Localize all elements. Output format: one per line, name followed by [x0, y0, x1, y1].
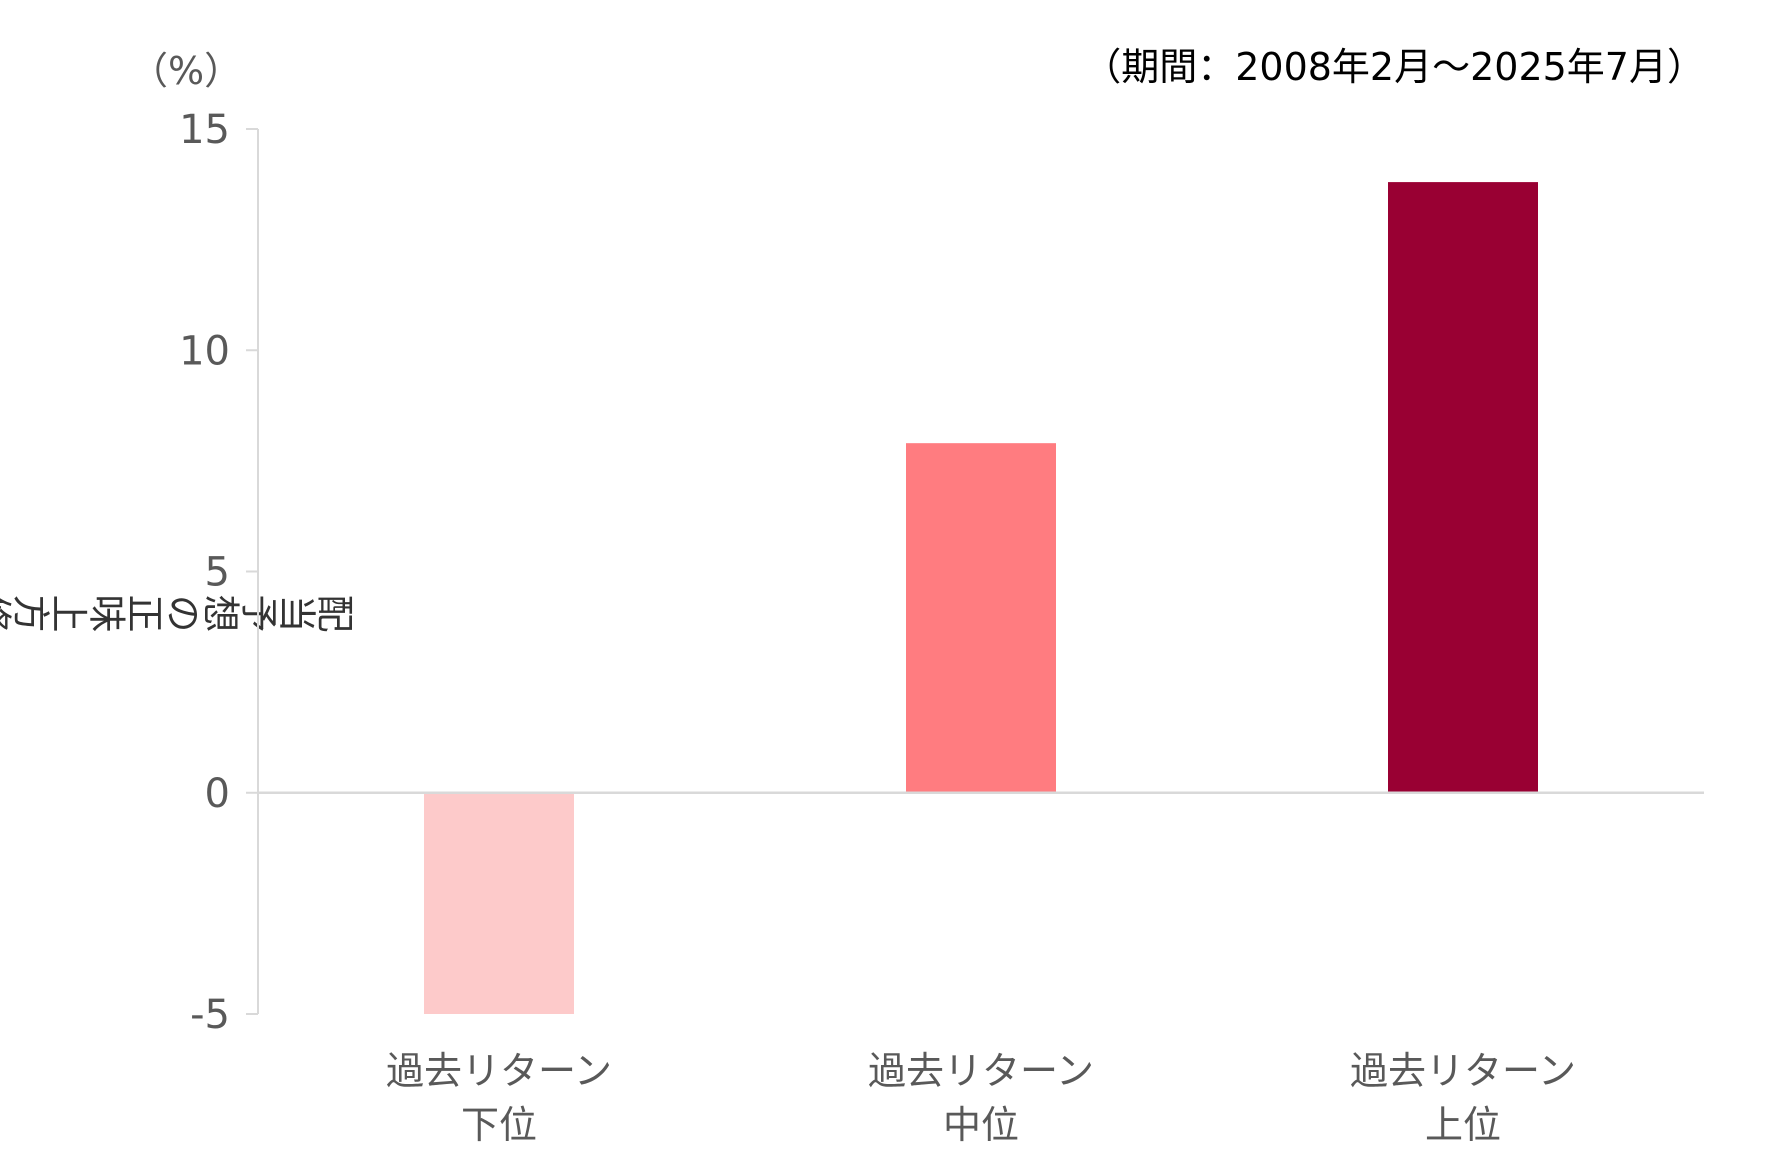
- bar-0: [424, 792, 574, 1014]
- y-tick-label: 10: [179, 328, 230, 374]
- y-tick-label: 5: [205, 550, 230, 596]
- bar-2: [1388, 182, 1538, 793]
- bar-1: [906, 443, 1056, 793]
- category-label-line2: 上位: [1425, 1103, 1501, 1147]
- y-tick-label: 15: [179, 107, 230, 153]
- unit-label: （%）: [130, 49, 242, 93]
- period-note: （期間：2008年2月～2025年7月）: [1083, 45, 1705, 89]
- category-label-line1: 過去リターン: [1350, 1049, 1576, 1093]
- y-tick-label: 0: [205, 771, 230, 817]
- y-tick-label: -5: [190, 992, 230, 1038]
- category-label-line1: 過去リターン: [868, 1049, 1094, 1093]
- category-label-line2: 中位: [943, 1103, 1019, 1147]
- category-label-line1: 過去リターン: [386, 1049, 612, 1093]
- y-axis-label: 配当予想の正味上方修正銘柄比率: [0, 588, 355, 632]
- category-label-line2: 下位: [461, 1103, 537, 1147]
